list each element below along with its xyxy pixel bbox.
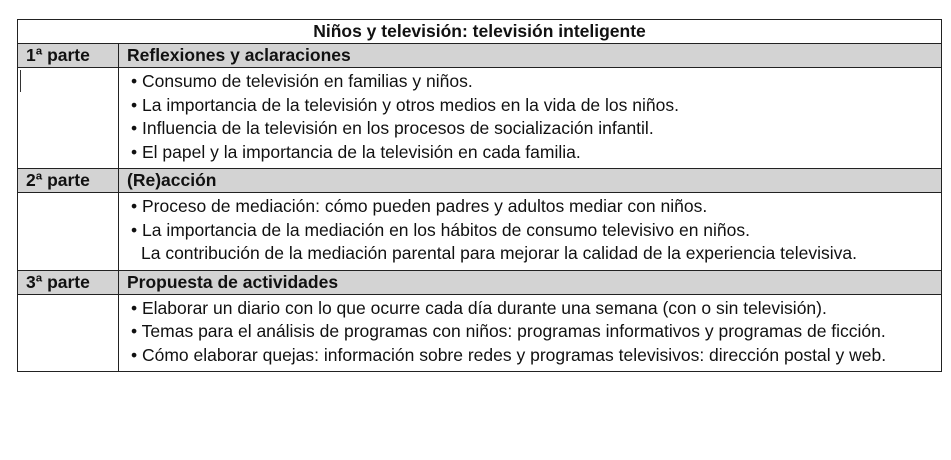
section-header-2: 2ª parte (Re)acción [17, 168, 942, 193]
list-item: • Influencia de la televisión en los pro… [131, 118, 654, 138]
list-item: • La importancia de la mediación en los … [131, 219, 750, 240]
list-item: • El papel y la importancia de la televi… [131, 141, 581, 162]
section-content-3: • Elaborar un diario con lo que ocurre c… [17, 293, 942, 372]
empty-cell [17, 192, 119, 271]
section-header-1: 1ª parte Reflexiones y aclaraciones [17, 43, 942, 68]
empty-cell [17, 293, 119, 372]
section-heading: (Re)acción [118, 168, 942, 193]
empty-cell [17, 67, 119, 169]
part-label: 1ª parte [17, 43, 119, 68]
list-item: La contribución de la mediación parental… [141, 243, 857, 263]
part-label: 2ª parte [17, 168, 119, 193]
section-content-2: • Proceso de mediación: cómo pueden padr… [17, 192, 942, 271]
section-header-3: 3ª parte Propuesta de actividades [17, 269, 942, 295]
part-label: 3ª parte [17, 269, 119, 295]
table-title: Niños y televisión: televisión inteligen… [17, 19, 942, 44]
list-item: • La importancia de la televisión y otro… [131, 94, 679, 115]
section-content-1: • Consumo de televisión en familias y ni… [17, 67, 942, 169]
list-item: • Cómo elaborar quejas: información sobr… [131, 344, 887, 365]
section-heading: Reflexiones y aclaraciones [118, 43, 942, 68]
list-item: • Consumo de televisión en familias y ni… [131, 71, 473, 91]
list-item: • Elaborar un diario con lo que ocurre c… [131, 297, 827, 318]
list-item: • Temas para el análisis de programas co… [131, 321, 886, 341]
section-heading: Propuesta de actividades [118, 269, 942, 295]
list-item: • Proceso de mediación: cómo pueden padr… [131, 196, 708, 216]
document-table: Niños y televisión: televisión inteligen… [17, 19, 942, 372]
